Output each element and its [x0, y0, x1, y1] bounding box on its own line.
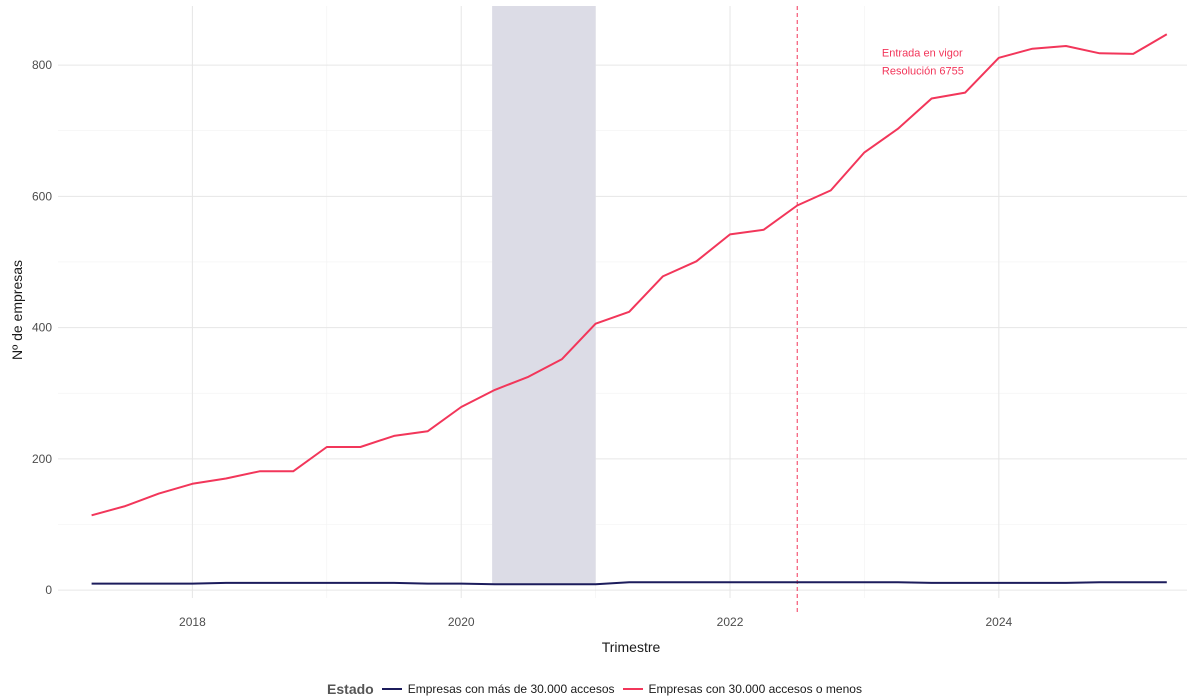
- legend-key-mas-30000: [381, 688, 402, 690]
- legend: Estado Empresas con más de 30.000 acceso…: [0, 681, 1197, 697]
- annotation-line-0: Entrada en vigor: [882, 48, 963, 60]
- legend-label-mas-30000: Empresas con más de 30.000 accesos: [407, 682, 615, 696]
- x-tick-label: 2022: [717, 615, 744, 629]
- y-tick-label: 600: [32, 189, 52, 203]
- x-tick-label: 2024: [985, 615, 1012, 629]
- legend-label-30000-o-menos: Empresas con 30.000 accesos o menos: [648, 682, 862, 696]
- x-tick-label: 2018: [179, 615, 206, 629]
- y-tick-label: 200: [32, 452, 52, 466]
- series-line-1: [91, 33, 1168, 517]
- shaded-rect: [492, 6, 596, 584]
- x-axis-title: Trimestre: [602, 639, 661, 655]
- legend-item-mas-30000: Empresas con más de 30.000 accesos: [381, 682, 615, 696]
- chart-area: Entrada en vigor Resolución 6755 2018 2020…: [9, 6, 1187, 655]
- legend-key-30000-o-menos: [622, 688, 643, 690]
- y-tick-label: 800: [32, 58, 52, 72]
- series-lines: [91, 33, 1168, 586]
- legend-item-30000-o-menos: Empresas con 30.000 accesos o menos: [622, 682, 862, 696]
- series-line-0: [91, 581, 1167, 586]
- x-tick-labels: 2018 2020 2022 2024: [179, 615, 1012, 629]
- shaded-period: [492, 6, 596, 584]
- legend-title: Estado: [327, 681, 374, 697]
- y-tick-label: 0: [45, 583, 52, 597]
- y-axis-title: Nº de empresas: [9, 260, 25, 360]
- annotation-line-1: Resolución 6755: [882, 66, 964, 78]
- grid-lines: [58, 6, 1187, 598]
- y-tick-label: 400: [32, 321, 52, 335]
- y-tick-labels: 0 200 400 600 800: [32, 58, 52, 597]
- annotation: Entrada en vigor Resolución 6755: [882, 48, 964, 78]
- x-tick-label: 2020: [448, 615, 475, 629]
